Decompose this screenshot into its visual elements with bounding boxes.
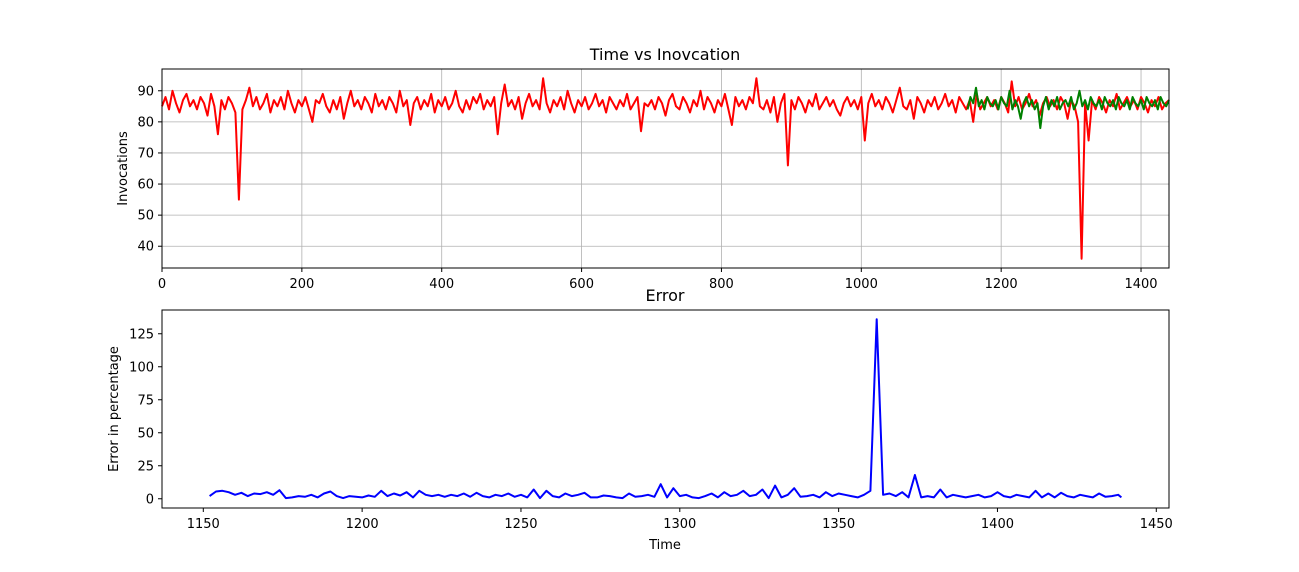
invocations-plot: 0 200 400 600 800 1000 1200 1400 40 50 60 70 80 90 T…: [116, 45, 1170, 292]
error-y-tick-label: 0: [146, 492, 154, 507]
error-y-tick-label: 50: [137, 426, 154, 441]
invocations-y-axis-label: Invocations: [116, 131, 131, 206]
invocations-x-tick-label: 400: [429, 277, 454, 292]
error-x-tick-label: 1450: [1140, 517, 1173, 532]
error-y-axis-label: Error in percentage: [107, 346, 122, 472]
error-plot: 1150 1200 1250 1300 1350 1400 1450 0 25 50 75 100 1…: [107, 286, 1173, 553]
invocations-y-tick-label: 60: [137, 178, 154, 193]
invocations-x-tick-label: 1200: [985, 277, 1018, 292]
error-plot-area: [162, 310, 1169, 508]
error-y-tick-label: 25: [137, 459, 154, 474]
invocations-y-tick-label: 80: [137, 115, 154, 130]
error-x-tick-label: 1400: [981, 517, 1014, 532]
error-x-axis-label: Time: [648, 538, 681, 553]
invocations-series-group: [161, 77, 1170, 260]
error-y-tick-label: 100: [129, 360, 154, 375]
invocations-series-line-1: [966, 86, 1170, 130]
error-y-tick-label: 125: [129, 327, 154, 342]
error-x-tick-label: 1300: [663, 517, 696, 532]
invocations-plot-title: Time vs Inovcation: [589, 45, 741, 64]
invocations-y-tick-label: 70: [137, 146, 154, 161]
error-x-tick-label: 1350: [822, 517, 855, 532]
error-plot-title: Error: [646, 286, 685, 305]
error-y-tick-label: 75: [137, 393, 154, 408]
error-plot-frame: [161, 309, 1170, 509]
error-y-ticks: 0 25 50 75 100 125: [129, 327, 162, 507]
error-series-line-0: [209, 318, 1123, 500]
error-series-group: [209, 318, 1123, 500]
invocations-plot-frame: [161, 68, 1170, 269]
invocations-x-tick-label: 600: [569, 277, 594, 292]
invocations-x-tick-label: 0: [158, 277, 166, 292]
invocations-x-tick-label: 1400: [1124, 277, 1157, 292]
invocations-y-ticks: 40 50 60 70 80 90: [137, 84, 162, 255]
invocations-y-tick-label: 90: [137, 84, 154, 99]
error-x-tick-label: 1200: [346, 517, 379, 532]
error-x-ticks: 1150 1200 1250 1300 1350 1400 1450: [187, 508, 1173, 532]
error-x-tick-label: 1150: [187, 517, 220, 532]
error-x-tick-label: 1250: [504, 517, 537, 532]
invocations-x-tick-label: 800: [709, 277, 734, 292]
invocations-x-tick-label: 1000: [845, 277, 878, 292]
invocations-x-ticks: 0 200 400 600 800 1000 1200 1400: [158, 268, 1158, 292]
invocations-y-tick-label: 50: [137, 209, 154, 224]
invocations-x-tick-label: 200: [289, 277, 314, 292]
invocations-y-tick-label: 40: [137, 240, 154, 255]
